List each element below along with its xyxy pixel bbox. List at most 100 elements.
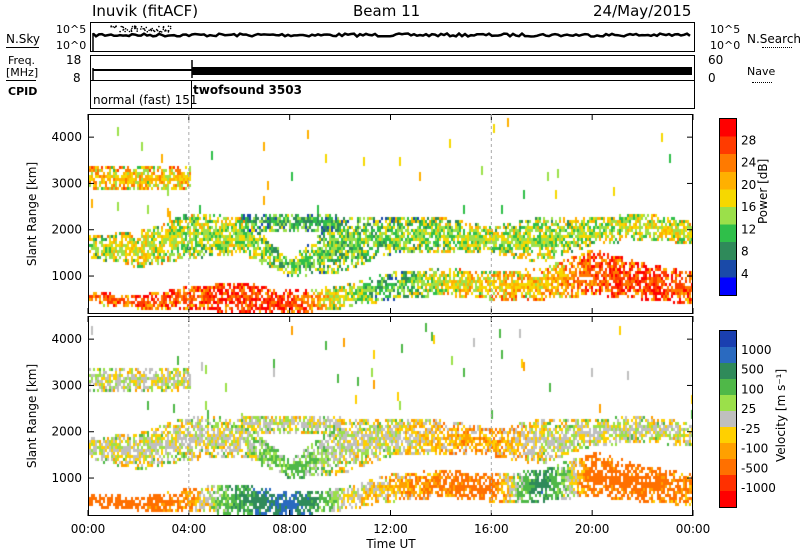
nave-label: Nave — [747, 65, 776, 78]
velocity-colorbar-tick-label: -25 — [741, 422, 761, 436]
beam-title: Beam 11 — [353, 2, 421, 20]
nsearch-point — [115, 25, 117, 27]
y-axis-label: Slant Range [km] — [25, 162, 39, 266]
velocity-colorbar-tick-label: 100 — [741, 382, 764, 396]
y-tick-label: 4000 — [51, 332, 82, 346]
nsearch-point — [136, 30, 138, 32]
x-tick-label: 12:00 — [373, 522, 408, 536]
power-colorbar-tick-label: 28 — [741, 133, 756, 147]
nsearch-point — [124, 27, 127, 30]
nsky-tick-top: 10^5 — [56, 23, 87, 36]
nsearch-point — [162, 25, 165, 28]
y-tick-label: 4000 — [51, 130, 82, 144]
velocity-colorbar-tick-label: 1000 — [741, 343, 772, 357]
power-colorbar — [719, 118, 737, 296]
cpid-divider — [191, 81, 192, 109]
nsearch-point — [158, 31, 161, 33]
nsearch-point — [152, 29, 155, 32]
nsearch-point — [167, 29, 170, 32]
nsearch-point — [120, 25, 122, 28]
velocity-heatmap — [89, 317, 692, 515]
nsearch-label: N.Search — [747, 32, 800, 46]
freq-panel — [90, 55, 695, 81]
x-tick-label: 20:00 — [575, 522, 610, 536]
velocity-colorbar-tick-label: -500 — [741, 461, 768, 475]
nave-tick-0: 0 — [708, 71, 716, 85]
velocity-colorbar — [719, 330, 737, 508]
power-colorbar-tick-label: 12 — [741, 222, 756, 236]
cpid-label: CPID — [8, 85, 38, 98]
y-tick-label: 3000 — [51, 378, 82, 392]
nsearch-point — [110, 26, 112, 28]
velocity-panel — [88, 316, 693, 516]
y-tick-label: 1000 — [51, 471, 82, 485]
nsearch-point — [164, 30, 166, 32]
nsearch-point — [126, 29, 129, 31]
y-tick-label: 3000 — [51, 176, 82, 190]
nsearch-point — [135, 27, 137, 29]
nsearch-point — [119, 30, 121, 33]
nsearch-tick-bottom: 10^0 — [710, 39, 741, 52]
y-tick-label: 2000 — [51, 223, 82, 237]
nsearch-point — [160, 31, 163, 33]
freq-tick-8: 8 — [73, 71, 81, 85]
cpid-mode-2: twofsound 3503 — [193, 83, 302, 97]
nsearch-point — [143, 28, 146, 30]
nsearch-point — [167, 25, 170, 27]
nsearch-point — [169, 27, 172, 30]
nsky-tick-bottom: 10^0 — [56, 39, 87, 52]
freq-underline — [6, 80, 36, 81]
nsearch-point — [131, 25, 134, 28]
cpid-mode-1: normal (fast) 151 — [93, 93, 198, 107]
velocity-colorbar-tick-label: 500 — [741, 363, 764, 377]
nsearch-point — [144, 29, 146, 32]
nsearch-point — [140, 28, 142, 30]
nsearch-point — [134, 25, 136, 27]
nsky-trace — [92, 25, 691, 51]
x-tick-label: 04:00 — [172, 522, 207, 536]
x-tick-label: 16:00 — [474, 522, 509, 536]
nsearch-point — [162, 28, 165, 31]
nsky-label: N.Sky — [6, 32, 41, 46]
freq-tick-18: 18 — [66, 53, 82, 67]
x-tick-label: 00:00 — [71, 522, 106, 536]
power-colorbar-tick-label: 16 — [741, 200, 756, 214]
nsearch-point — [122, 28, 125, 31]
y-tick-label: 1000 — [51, 269, 82, 283]
x-tick-label: 00:00 — [676, 522, 711, 536]
nsearch-point — [131, 27, 133, 30]
nsearch-point — [148, 29, 150, 32]
date-title: 24/May/2015 — [593, 2, 692, 20]
nsearch-point — [128, 30, 131, 33]
velocity-colorbar-tick-label: 25 — [741, 402, 756, 416]
nsky-underline — [6, 47, 39, 48]
nave-dots — [752, 82, 772, 83]
cpid-panel — [90, 81, 695, 109]
nsearch-point — [145, 26, 148, 29]
nsearch-point — [142, 27, 144, 30]
x-tick-label: 08:00 — [272, 522, 307, 536]
nsearch-point — [153, 30, 156, 33]
nsearch-point — [112, 26, 114, 28]
freq-label: Freq. — [8, 54, 36, 67]
nsky-panel — [90, 22, 695, 52]
y-axis-label: Slant Range [km] — [25, 364, 39, 468]
nsearch-point — [167, 31, 170, 33]
nsearch-point — [146, 30, 149, 33]
nsearch-tick-top: 10^5 — [710, 23, 741, 36]
nsearch-point — [150, 29, 152, 31]
velocity-colorbar-tick-label: -100 — [741, 442, 768, 456]
freq-trace — [92, 60, 692, 80]
x-axis-label: Time UT — [365, 537, 416, 551]
y-tick-label: 2000 — [51, 425, 82, 439]
velocity-colorbar-label: Velocity [m s⁻¹] — [774, 368, 788, 462]
power-colorbar-tick-label: 8 — [741, 245, 749, 259]
nsearch-dots — [762, 47, 792, 48]
station-title: Inuvik (fitACF) — [92, 2, 199, 20]
nsearch-point — [122, 26, 125, 29]
nsearch-point — [156, 29, 159, 32]
power-colorbar-label: Power [dB] — [756, 158, 770, 224]
power-panel — [88, 114, 693, 314]
power-colorbar-tick-label: 4 — [741, 267, 749, 281]
nsearch-point — [124, 30, 126, 33]
